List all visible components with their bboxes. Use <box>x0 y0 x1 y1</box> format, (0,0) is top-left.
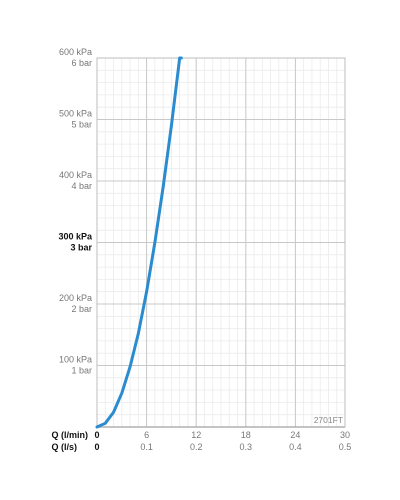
x-tick-label-ls: 0 <box>94 442 99 452</box>
x-tick-label-ls: 0.5 <box>339 442 352 452</box>
y-tick-label-kpa: 500 kPa <box>59 109 92 119</box>
y-tick-label-kpa: 300 kPa <box>58 232 93 242</box>
y-tick-label-kpa: 100 kPa <box>59 355 92 365</box>
y-tick-label-kpa: 200 kPa <box>59 293 92 303</box>
y-tick-label-bar: 4 bar <box>71 181 92 191</box>
x-tick-label-lmin: 6 <box>144 430 149 440</box>
x-axis-label-ls: Q (l/s) <box>51 442 77 452</box>
y-tick-label-bar: 3 bar <box>70 243 92 253</box>
plot-frame <box>96 57 346 428</box>
y-tick-label-bar: 5 bar <box>71 120 92 130</box>
major-grid <box>97 58 345 428</box>
chart-code-label: 2701FT <box>314 415 343 425</box>
y-tick-label-bar: 2 bar <box>71 304 92 314</box>
y-tick-label-bar: 6 bar <box>71 58 92 68</box>
x-tick-label-lmin: 30 <box>340 430 350 440</box>
x-tick-label-ls: 0.4 <box>289 442 302 452</box>
series-group <box>95 56 183 429</box>
x-tick-label-lmin: 0 <box>94 430 99 440</box>
y-tick-label-bar: 1 bar <box>71 366 92 376</box>
x-axis-ticks: 0 0 6 0.1 12 0.2 18 0.3 24 0.4 30 0.5 <box>94 430 351 452</box>
x-tick-label-lmin: 18 <box>241 430 251 440</box>
series-line-0 <box>95 56 183 429</box>
x-axis-label-lmin: Q (l/min) <box>52 430 89 440</box>
y-tick-label-kpa: 400 kPa <box>59 170 92 180</box>
x-tick-label-lmin: 12 <box>191 430 201 440</box>
x-tick-label-ls: 0.3 <box>240 442 253 452</box>
x-tick-label-ls: 0.1 <box>140 442 153 452</box>
x-tick-label-ls: 0.2 <box>190 442 203 452</box>
x-tick-label-lmin: 24 <box>290 430 300 440</box>
y-tick-label-kpa: 600 kPa <box>59 47 92 57</box>
